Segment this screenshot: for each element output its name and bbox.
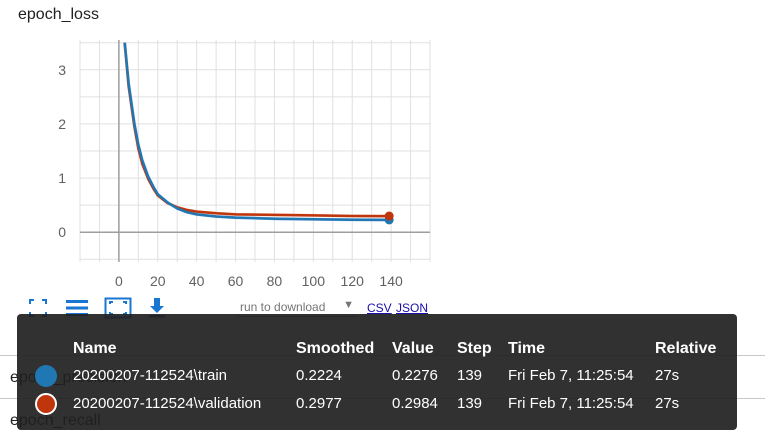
chart-title: epoch_loss bbox=[18, 6, 99, 23]
chart-series bbox=[123, 42, 394, 225]
chevron-down-icon: ▼ bbox=[343, 299, 354, 311]
x-tick-label: 20 bbox=[150, 273, 166, 289]
series-line-raw bbox=[123, 42, 390, 218]
json-link[interactable]: JSON bbox=[396, 301, 429, 315]
run-select-label: run to download bbox=[240, 300, 326, 314]
x-tick-label: 60 bbox=[228, 273, 244, 289]
y-tick-label: 2 bbox=[58, 116, 66, 132]
y-tick-label: 0 bbox=[58, 224, 66, 240]
chart-axes bbox=[80, 40, 430, 262]
series-endpoint-marker bbox=[384, 211, 394, 221]
x-tick-label: 140 bbox=[379, 273, 403, 289]
header-value: Value bbox=[392, 340, 434, 357]
row-step: 139 bbox=[457, 367, 483, 384]
loss-chart[interactable]: 0 20 40 60 80 100 120 140 0 1 2 3 bbox=[0, 0, 765, 300]
chart-ticks: 0 20 40 60 80 100 120 140 0 1 2 3 bbox=[58, 62, 403, 289]
chart-grid bbox=[79, 40, 431, 262]
csv-link[interactable]: CSV bbox=[367, 301, 392, 315]
x-tick-label: 40 bbox=[189, 273, 205, 289]
series-line bbox=[123, 42, 390, 222]
series-line bbox=[123, 42, 390, 218]
series-swatch-validation bbox=[35, 393, 57, 415]
y-tick-label: 1 bbox=[58, 170, 66, 186]
row-relative: 27s bbox=[655, 395, 680, 412]
row-name: 20200207-112524\train bbox=[73, 367, 228, 384]
row-step: 139 bbox=[457, 395, 483, 412]
row-time: Fri Feb 7, 11:25:54 bbox=[508, 367, 634, 384]
x-tick-label: 120 bbox=[341, 273, 365, 289]
row-value: 0.2984 bbox=[392, 395, 438, 412]
row-smoothed: 0.2224 bbox=[296, 367, 342, 384]
header-step: Step bbox=[457, 340, 492, 357]
header-time: Time bbox=[508, 340, 546, 357]
header-relative: Relative bbox=[655, 340, 717, 357]
series-swatch-train bbox=[35, 365, 57, 387]
values-tooltip: Name Smoothed Value Step Time Relative 2… bbox=[17, 314, 737, 430]
header-smoothed: Smoothed bbox=[296, 340, 375, 357]
x-tick-label: 80 bbox=[267, 273, 283, 289]
series-line-raw bbox=[123, 42, 390, 222]
header-name: Name bbox=[73, 340, 117, 357]
row-relative: 27s bbox=[655, 367, 680, 384]
x-tick-label: 0 bbox=[115, 273, 123, 289]
x-tick-label: 100 bbox=[302, 273, 326, 289]
y-tick-label: 3 bbox=[58, 62, 66, 78]
row-time: Fri Feb 7, 11:25:54 bbox=[508, 395, 634, 412]
row-value: 0.2276 bbox=[392, 367, 438, 384]
row-name: 20200207-112524\validation bbox=[73, 395, 262, 412]
row-smoothed: 0.2977 bbox=[296, 395, 342, 412]
